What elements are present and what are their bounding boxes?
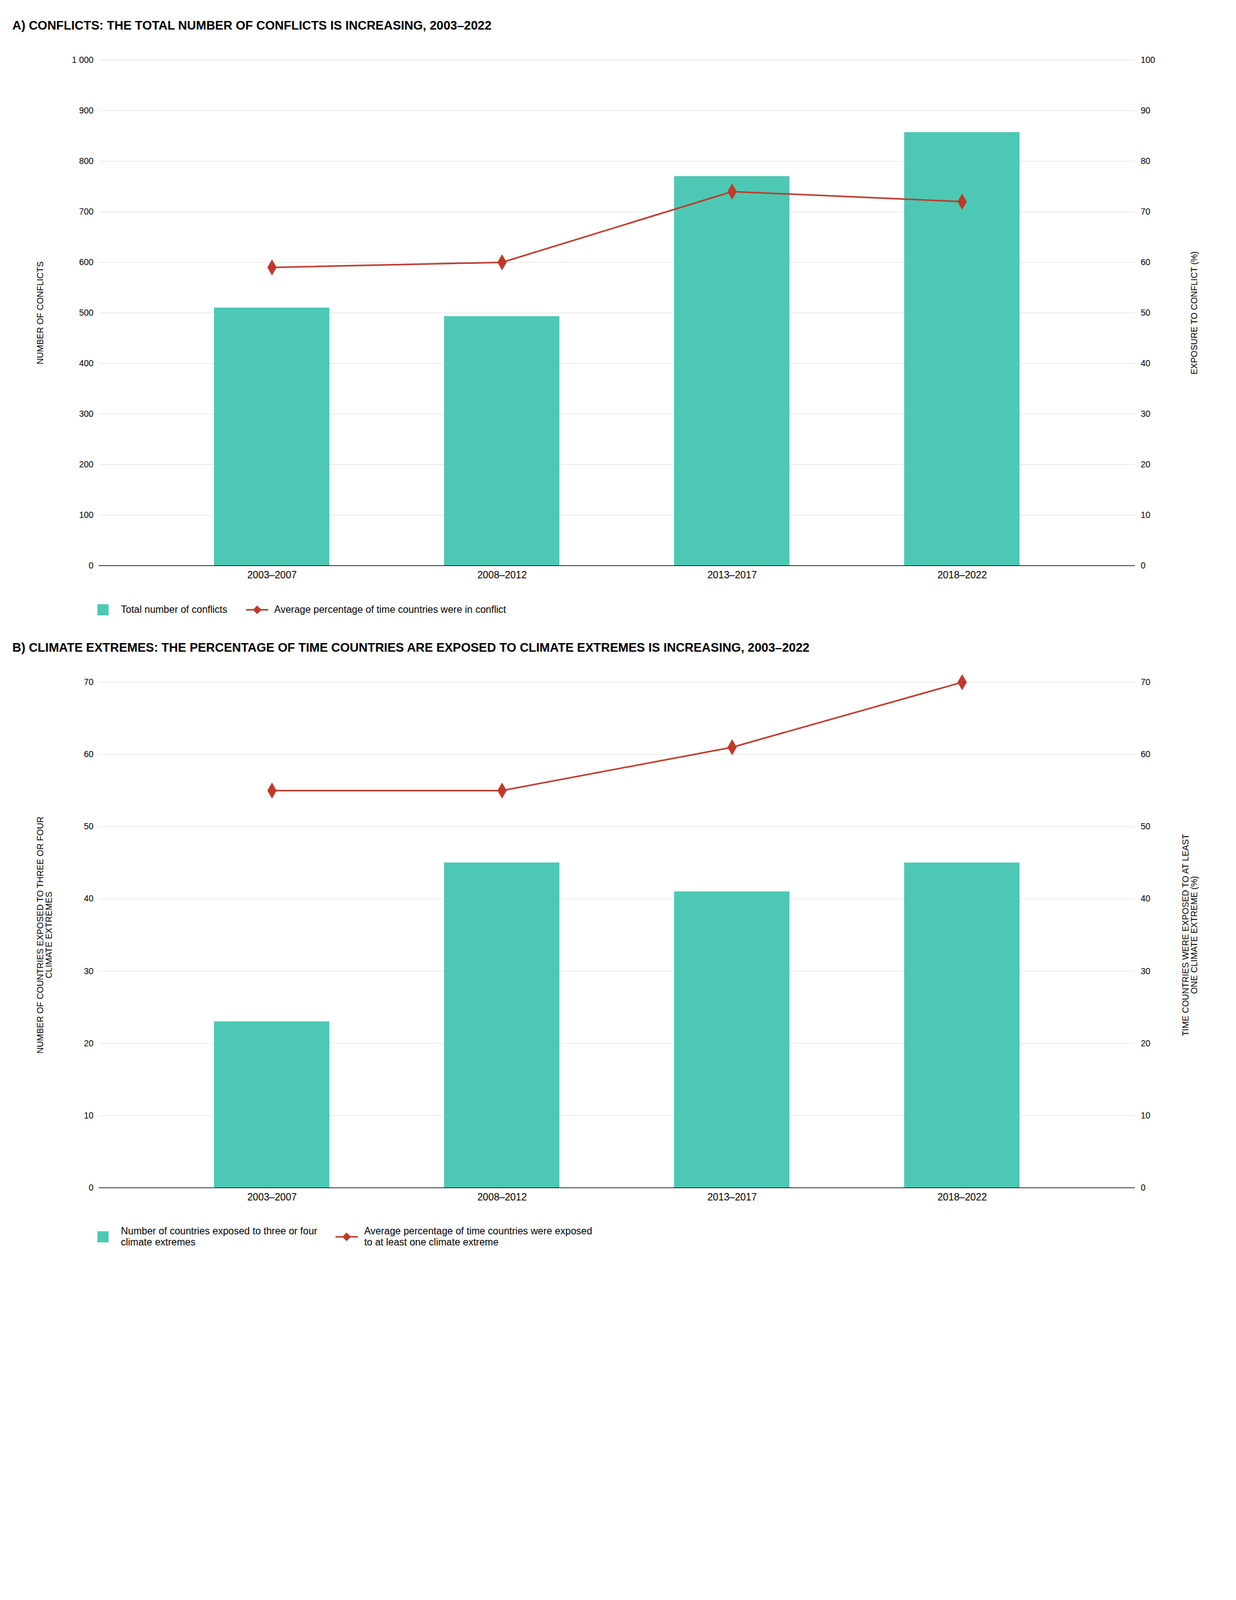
svg-text:2003–2007: 2003–2007 <box>247 569 297 581</box>
html-text:Number of countries exposed to: Number of countries exposed to three or … <box>120 1226 318 1248</box>
svg-text:2008–2012: 2008–2012 <box>477 1192 527 1203</box>
svg-text:NUMBER OF COUNTRIES EXPOSED TO: NUMBER OF COUNTRIES EXPOSED TO THREE OR … <box>35 816 54 1054</box>
svg-text:0: 0 <box>1141 560 1146 571</box>
svg-text:2003–2007: 2003–2007 <box>247 1192 297 1203</box>
svg-text:60: 60 <box>83 749 94 760</box>
svg-text:70: 70 <box>83 677 94 688</box>
svg-text:30: 30 <box>83 966 94 977</box>
svg-text:70: 70 <box>1141 677 1151 688</box>
svg-text:10: 10 <box>1141 1110 1151 1121</box>
svg-text:500: 500 <box>78 307 94 318</box>
svg-text:2013–2017: 2013–2017 <box>707 1192 757 1203</box>
html-text:Total number of conflicts: Total number of conflicts <box>120 604 228 615</box>
svg-text:80: 80 <box>1141 156 1151 166</box>
svg-text:700: 700 <box>78 206 94 217</box>
svg-text:TIME COUNTRIES WERE EXPOSED TO: TIME COUNTRIES WERE EXPOSED TO AT LEASTO… <box>1180 833 1199 1037</box>
svg-text:90: 90 <box>1141 105 1151 116</box>
svg-text:60: 60 <box>1141 749 1151 760</box>
svg-text:0: 0 <box>1141 1182 1146 1193</box>
svg-text:30: 30 <box>1141 966 1151 977</box>
svg-text:60: 60 <box>1141 257 1151 268</box>
svg-text:2013–2017: 2013–2017 <box>707 569 757 581</box>
svg-text:2018–2022: 2018–2022 <box>937 569 987 581</box>
svg-text:400: 400 <box>78 358 94 369</box>
svg-text:NUMBER OF CONFLICTS: NUMBER OF CONFLICTS <box>35 261 46 365</box>
svg-text:300: 300 <box>78 408 94 419</box>
svg-text:800: 800 <box>78 156 94 166</box>
html-text:Average percentage of time cou: Average percentage of time countries wer… <box>364 1226 593 1248</box>
svg-text:30: 30 <box>1141 408 1151 419</box>
svg-text:50: 50 <box>1141 821 1151 832</box>
svg-text:600: 600 <box>78 257 94 268</box>
svg-text:20: 20 <box>1141 459 1151 470</box>
svg-text:70: 70 <box>1141 206 1151 217</box>
svg-text:200: 200 <box>78 459 94 470</box>
svg-text:900: 900 <box>78 105 94 116</box>
svg-text:40: 40 <box>1141 358 1151 369</box>
svg-text:40: 40 <box>1141 893 1151 904</box>
svg-text:20: 20 <box>83 1038 94 1049</box>
svg-text:0: 0 <box>88 560 94 571</box>
svg-text:50: 50 <box>1141 307 1151 318</box>
svg-text:20: 20 <box>1141 1038 1151 1049</box>
svg-text:0: 0 <box>88 1182 94 1193</box>
html-text:B) CLIMATE EXTREMES: THE PERCE: B) CLIMATE EXTREMES: THE PERCENTAGE OF T… <box>12 640 810 655</box>
svg-text:40: 40 <box>83 893 94 904</box>
svg-text:10: 10 <box>1141 510 1151 520</box>
svg-text:10: 10 <box>83 1110 94 1121</box>
svg-text:EXPOSURE TO CONFLICT (%): EXPOSURE TO CONFLICT (%) <box>1189 251 1199 375</box>
svg-text:2008–2012: 2008–2012 <box>477 569 527 581</box>
svg-text:2018–2022: 2018–2022 <box>937 1192 987 1203</box>
svg-text:50: 50 <box>83 821 94 832</box>
svg-text:1 000: 1 000 <box>71 54 94 65</box>
html-text:Average percentage of time cou: Average percentage of time countries wer… <box>274 604 506 615</box>
svg-text:100: 100 <box>78 510 94 520</box>
html-text:A) CONFLICTS: THE TOTAL NUMBER: A) CONFLICTS: THE TOTAL NUMBER OF CONFLI… <box>12 18 492 33</box>
svg-text:100: 100 <box>1141 54 1156 65</box>
